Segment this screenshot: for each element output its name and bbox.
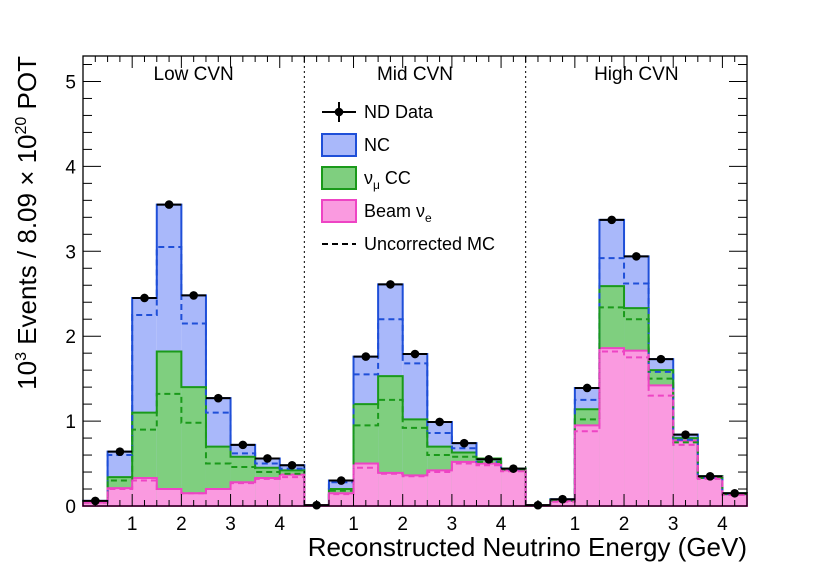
legend: ND Data NC νμ CC Beam νe Uncorrected MC xyxy=(321,102,495,254)
legend-label: νμ CC xyxy=(364,168,411,192)
beam_nue-bar xyxy=(648,385,674,506)
legend-swatch xyxy=(321,133,357,157)
legend-swatch xyxy=(321,166,357,190)
panel-label: Mid CVN xyxy=(377,64,453,85)
x-tick-label: 3 xyxy=(225,514,236,535)
uncorrected-numu-cc-line xyxy=(304,398,526,507)
data-point xyxy=(656,354,666,364)
y-tick-label: 0 xyxy=(65,497,76,518)
data-point xyxy=(336,476,346,485)
data-point xyxy=(558,494,567,504)
data-point xyxy=(484,455,494,464)
x-tick-label: 2 xyxy=(397,514,408,535)
x-tick-label: 1 xyxy=(348,514,359,535)
x-tick-label: 4 xyxy=(717,514,728,535)
x-tick-label: 2 xyxy=(619,514,630,535)
y-tick-label: 4 xyxy=(65,157,76,178)
data-point xyxy=(189,291,198,300)
y-tick-label: 1 xyxy=(65,412,76,433)
y-tick-label: 2 xyxy=(65,327,76,348)
data-point xyxy=(238,440,248,450)
axes: 1 2 3 4 1 2 3 4 1 2 3 4 0 1 2 3 4 5 Reconstructed Neutrino… xyxy=(12,55,748,562)
beam_nue-bar xyxy=(574,425,600,506)
numu_cc-bar xyxy=(181,387,206,506)
uncorrected-numu-cc-line xyxy=(525,306,747,507)
uncorrected-beam-nue-line xyxy=(525,350,747,507)
beam_nue-bar xyxy=(230,482,256,506)
uncorrected-beam-nue-line xyxy=(83,476,305,504)
beam_nue-bar xyxy=(353,463,379,506)
numu_cc-bar xyxy=(156,351,182,506)
data-point xyxy=(607,215,617,225)
data-point xyxy=(164,200,174,209)
legend-entry-numu-cc: νμ CC xyxy=(321,166,411,192)
data-point xyxy=(361,352,371,361)
y-axis-label: 103 Events / 8.09 × 1020 POT xyxy=(12,56,42,390)
legend-entry-beam-nue: Beam νe xyxy=(321,199,432,225)
beam_nue-bar xyxy=(451,461,477,506)
x-tick-label: 4 xyxy=(274,514,285,535)
beam_nue-bar xyxy=(156,489,182,506)
data-point xyxy=(287,460,297,470)
legend-data-marker xyxy=(334,107,344,117)
data-point xyxy=(459,438,469,448)
legend-entry-nc: NC xyxy=(321,133,390,157)
x-tick-label: 1 xyxy=(570,514,581,535)
data-point xyxy=(410,349,420,359)
y-tick-label: 5 xyxy=(65,72,76,93)
beam_nue-bar xyxy=(205,489,231,506)
panel-low-cvn: Low CVN xyxy=(82,64,306,507)
panel-label: Low CVN xyxy=(154,64,234,85)
legend-label: ND Data xyxy=(364,102,434,122)
data-point xyxy=(263,454,272,463)
beam_nue-bar xyxy=(328,493,354,506)
panel-mid-cvn: Mid CVN xyxy=(303,64,527,510)
data-point xyxy=(213,393,223,403)
x-tick-label: 3 xyxy=(447,514,458,535)
beam-nue-outline xyxy=(82,473,306,507)
plot-area: Low CVN Mid CVN High CVN xyxy=(82,64,748,510)
legend-label: Beam νe xyxy=(364,201,432,225)
data-point xyxy=(115,447,125,456)
data-point xyxy=(435,417,444,427)
legend-entry-data: ND Data xyxy=(322,102,434,122)
y-tick-label: 3 xyxy=(65,242,76,263)
legend-label: NC xyxy=(364,135,390,155)
legend-swatch xyxy=(321,199,357,223)
x-tick-label: 4 xyxy=(496,514,507,535)
legend-label: Uncorrected MC xyxy=(364,234,495,254)
uncorrected-total-line xyxy=(83,246,305,503)
x-tick-label: 1 xyxy=(127,514,138,535)
x-axis-label: Reconstructed Neutrino Energy (GeV) xyxy=(308,532,747,562)
panel-label: High CVN xyxy=(594,64,678,85)
data-point xyxy=(632,252,641,261)
beam_nue-bar xyxy=(673,440,698,506)
data-point xyxy=(509,464,518,473)
data-point xyxy=(681,430,690,439)
legend-entry-uncorrected: Uncorrected MC xyxy=(322,234,495,254)
data-point xyxy=(730,488,740,498)
beam_nue-bar xyxy=(599,348,625,506)
x-tick-label: 2 xyxy=(176,514,187,535)
data-point xyxy=(582,383,592,393)
beam_nue-bar xyxy=(107,488,133,506)
data-point xyxy=(140,293,149,303)
beam_nue-bar xyxy=(181,493,206,506)
x-tick-label: 3 xyxy=(668,514,679,535)
data-point xyxy=(705,471,715,481)
uncorrected-numu-cc-line xyxy=(83,392,305,504)
data-point xyxy=(386,280,395,289)
plot-frame xyxy=(82,55,748,507)
beam_nue-bar xyxy=(476,463,502,506)
beam_nue-bar xyxy=(624,350,649,506)
panel-high-cvn: High CVN xyxy=(524,64,748,510)
